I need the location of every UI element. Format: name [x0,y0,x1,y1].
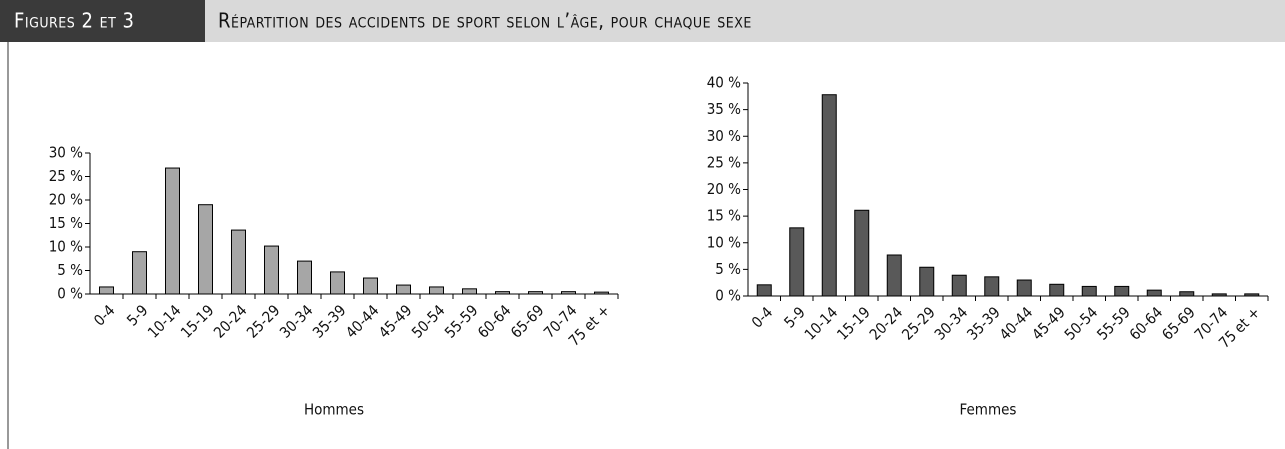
x-tick-label: 55-59 [1093,303,1133,343]
bar [821,94,837,297]
header-band [0,0,1285,42]
bar [165,167,180,295]
bar [1211,293,1227,297]
x-tick-label: 10-14 [144,301,184,341]
bar [528,291,543,295]
header-label-box [0,0,205,42]
y-tick-label: 35 % [707,100,741,118]
y-tick-label: 5 % [715,260,741,278]
header-title: Répartition des accidents de sport selon… [218,9,752,33]
x-tick-label: 40-44 [342,301,382,341]
x-tick-label: 60-64 [1126,303,1166,343]
bar [1049,283,1065,297]
y-tick-label: 0 % [57,285,83,303]
bar [495,291,510,295]
x-tick-label: 65-69 [507,301,547,341]
bar [1244,293,1260,297]
x-tick-label: 30-34 [931,303,971,343]
bar [330,271,345,295]
x-tick-label: 55-59 [441,301,481,341]
bar [1146,289,1162,297]
bar [363,277,378,295]
bar [1016,279,1032,297]
y-tick-label: 20 % [707,180,741,198]
x-tick-label: 15-19 [833,303,873,343]
x-tick-label: 65-69 [1158,303,1198,343]
header-label: Figures 2 et 3 [14,9,134,33]
x-tick-label: 35-39 [963,303,1003,343]
y-tick-label: 15 % [49,214,83,232]
y-tick-label: 15 % [707,207,741,225]
bar [462,288,477,295]
x-tick-label: 35-39 [309,301,349,341]
bar [198,204,213,295]
y-tick-label: 30 % [707,127,741,145]
bar [594,291,609,295]
x-tick-label: 60-64 [474,301,514,341]
bar [297,260,312,295]
bar [99,286,114,295]
y-tick-label: 25 % [707,153,741,171]
y-tick-label: 5 % [57,261,83,279]
y-tick-label: 20 % [49,191,83,209]
x-tick-label: 45-49 [1028,303,1068,343]
bar [561,291,576,295]
bar [1179,291,1195,297]
x-tick-label: 50-54 [408,301,448,341]
bar [396,284,411,295]
y-tick-label: 10 % [707,233,741,251]
bar [1081,285,1097,297]
x-tick-label: 50-54 [1061,303,1101,343]
x-tick-label: 20-24 [866,303,906,343]
bar [886,254,902,297]
x-tick-label: 40-44 [996,303,1036,343]
x-tick-label: 20-24 [210,301,250,341]
bar [231,229,246,295]
bar [429,286,444,295]
x-axis-label: Femmes [960,401,1017,419]
bar [264,245,279,295]
y-tick-label: 0 % [715,287,741,305]
bar [1114,285,1130,297]
x-tick-label: 30-34 [276,301,316,341]
x-tick-label: 10-14 [801,303,841,343]
x-tick-label: 0-4 [90,301,118,329]
bar [919,266,935,297]
bar [951,274,967,297]
bar [132,251,147,295]
y-tick-label: 10 % [49,238,83,256]
bar [756,284,772,297]
bar [789,227,805,297]
y-tick-label: 25 % [49,167,83,185]
bar [854,209,870,297]
x-tick-label: 0-4 [748,303,776,331]
bar [984,276,1000,297]
y-tick-label: 30 % [49,144,83,162]
x-tick-label: 15-19 [177,301,217,341]
x-axis-label: Hommes [304,401,364,419]
y-tick-label: 40 % [707,74,741,92]
x-tick-label: 45-49 [375,301,415,341]
x-tick-label: 25-29 [898,303,938,343]
x-tick-label: 25-29 [243,301,283,341]
